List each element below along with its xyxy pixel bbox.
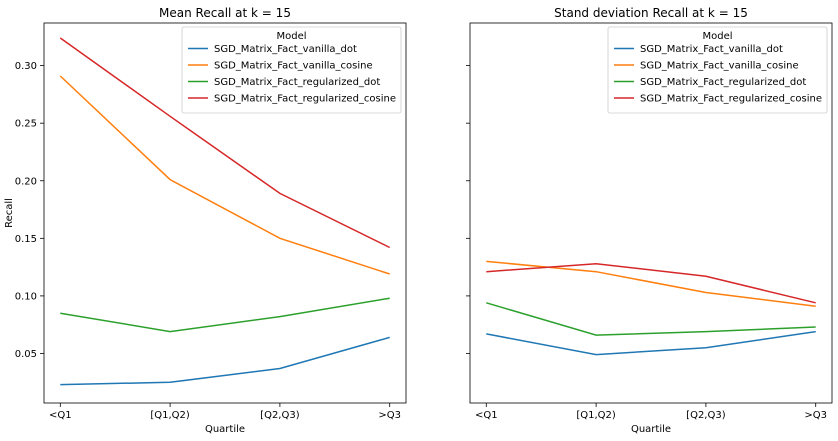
chart-panel-2: Stand deviation Recall at k = 15 <Q1 [Q1,Q… bbox=[466, 6, 833, 435]
x-tick-label: >Q3 bbox=[378, 410, 401, 421]
series-line-3 bbox=[60, 297, 390, 333]
legend: Model SGD_Matrix_Fact_vanilla_dot SGD_Matr… bbox=[181, 26, 402, 114]
x-tick-label: <Q1 bbox=[475, 410, 498, 421]
x-tick-label: >Q3 bbox=[804, 410, 827, 421]
x-tick-label: [Q2,Q3) bbox=[260, 410, 300, 421]
legend-entry: SGD_Matrix_Fact_regularized_cosine bbox=[640, 94, 822, 105]
y-tick-label: 0.20 bbox=[15, 176, 37, 187]
legend-entry: SGD_Matrix_Fact_regularized_dot bbox=[214, 77, 380, 88]
legend-entry: SGD_Matrix_Fact_regularized_cosine bbox=[214, 94, 396, 105]
legend-title: Model bbox=[276, 31, 306, 42]
chart-panel-1: Mean Recall at k = 15 0.05 0.10 0.15 0.20 0.2… bbox=[4, 6, 407, 435]
legend-box bbox=[607, 26, 828, 114]
legend-entry: SGD_Matrix_Fact_regularized_dot bbox=[640, 77, 806, 88]
y-tick-label: 0.10 bbox=[15, 291, 37, 302]
legend-entry: SGD_Matrix_Fact_vanilla_dot bbox=[214, 44, 357, 55]
series-line-3 bbox=[486, 302, 816, 336]
chart-title: Stand deviation Recall at k = 15 bbox=[554, 6, 748, 20]
legend-box bbox=[181, 26, 402, 114]
x-tick-label: [Q1,Q2) bbox=[576, 410, 616, 421]
legend-entry: SGD_Matrix_Fact_vanilla_cosine bbox=[214, 61, 373, 72]
legend-title: Model bbox=[702, 31, 732, 42]
y-tick-label: 0.25 bbox=[15, 119, 37, 130]
chart-title: Mean Recall at k = 15 bbox=[159, 6, 291, 20]
series-line-1 bbox=[60, 336, 390, 386]
x-tick-label: [Q1,Q2) bbox=[150, 410, 190, 421]
legend-entry: SGD_Matrix_Fact_vanilla_dot bbox=[640, 44, 783, 55]
series-line-4 bbox=[59, 37, 391, 249]
y-axis-label: Recall bbox=[4, 198, 15, 228]
x-tick-label: <Q1 bbox=[49, 410, 72, 421]
y-tick-label: 0.15 bbox=[15, 234, 37, 245]
series-line-2 bbox=[59, 75, 390, 275]
plot-frame bbox=[469, 22, 833, 404]
series-line-2 bbox=[486, 260, 816, 308]
legend: Model SGD_Matrix_Fact_vanilla_dot SGD_Matr… bbox=[607, 26, 828, 114]
x-tick-label: [Q2,Q3) bbox=[686, 410, 726, 421]
series-line-1 bbox=[486, 330, 816, 356]
plot-frame bbox=[43, 22, 407, 404]
y-tick-label: 0.05 bbox=[15, 349, 37, 360]
series-line-4 bbox=[486, 262, 816, 304]
y-tick-label: 0.30 bbox=[15, 61, 37, 72]
x-axis-label: Quartile bbox=[205, 424, 245, 435]
x-axis-label: Quartile bbox=[631, 424, 671, 435]
legend-entry: SGD_Matrix_Fact_vanilla_cosine bbox=[640, 61, 799, 72]
